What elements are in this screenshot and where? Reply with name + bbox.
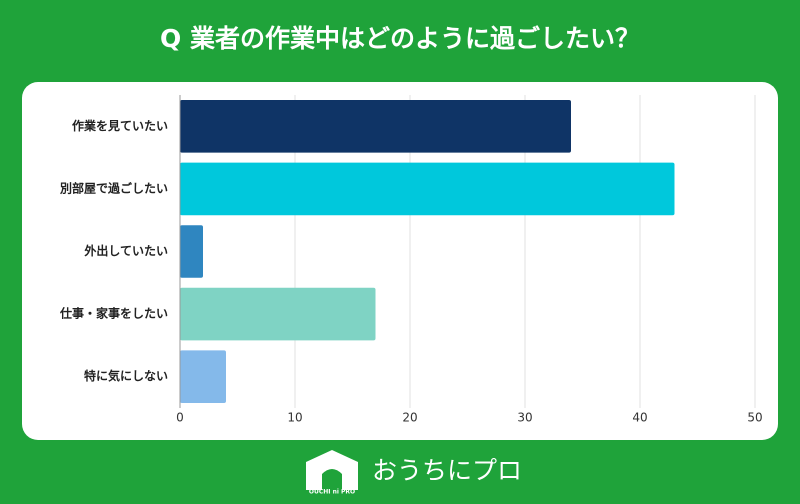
- bar: [180, 100, 571, 153]
- y-tick-label: 外出していたい: [84, 243, 168, 258]
- chart-title: Q 業者の作業中はどのように過ごしたい？: [160, 24, 640, 53]
- x-tick-label: 30: [517, 411, 532, 425]
- logo-name: おうちにプロ: [372, 456, 522, 485]
- y-tick-label: 作業を見ていたい: [72, 118, 168, 133]
- logo-mark: OUCHI ni PRO: [309, 489, 355, 496]
- x-tick-label: 50: [747, 411, 762, 425]
- bar: [180, 350, 226, 403]
- x-tick-label: 20: [402, 411, 417, 425]
- x-tick-label: 40: [632, 411, 647, 425]
- y-tick-label: 特に気にしない: [84, 368, 168, 383]
- logo-icon: [306, 450, 358, 490]
- y-tick-label: 別部屋で過ごしたい: [59, 180, 168, 195]
- x-tick-label: 0: [176, 411, 184, 425]
- bar: [180, 162, 675, 216]
- bar: [180, 225, 203, 278]
- bar: [180, 287, 376, 341]
- x-tick-label: 10: [287, 411, 302, 425]
- y-tick-label: 仕事・家事をしたい: [59, 306, 168, 321]
